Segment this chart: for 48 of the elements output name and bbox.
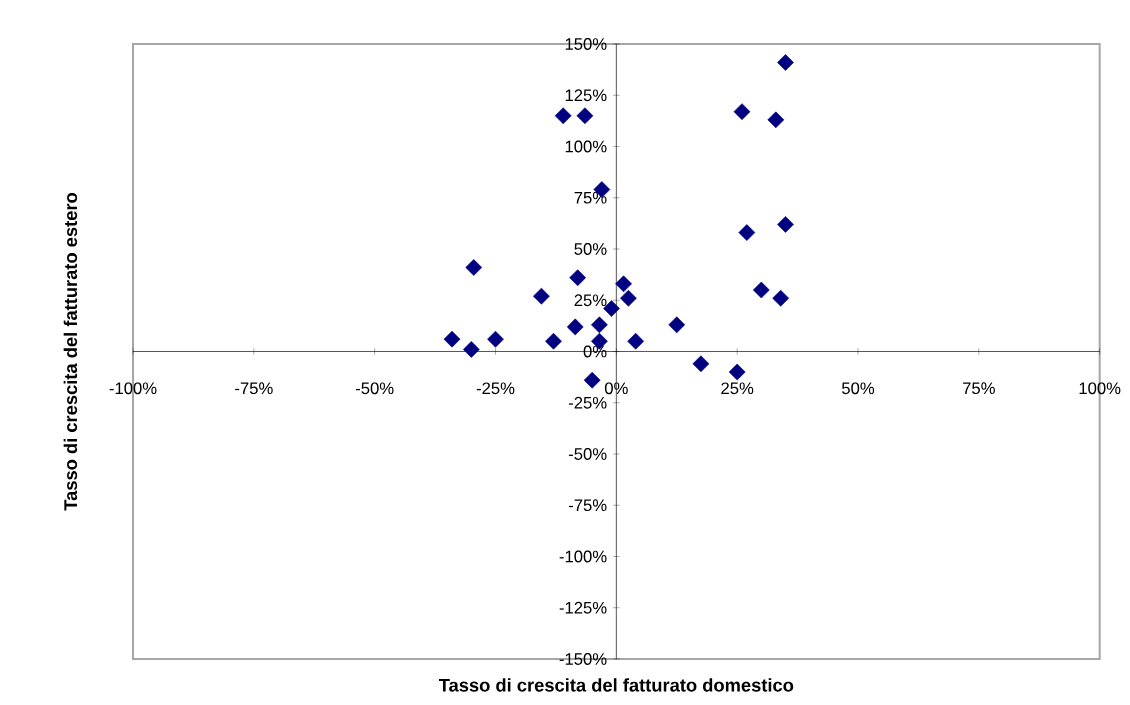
- y-tick-label: -50%: [568, 448, 607, 460]
- point: [545, 332, 562, 350]
- x-tick-label: 75%: [963, 382, 995, 395]
- y-tick-label: -25%: [568, 396, 607, 409]
- x-tick-label: -75%: [235, 382, 273, 395]
- x-tick-label: 100%: [1079, 382, 1121, 395]
- y-tick-label: -150%: [559, 653, 607, 665]
- point: [728, 363, 746, 381]
- x-tick-label: 0%: [604, 382, 628, 395]
- point: [772, 289, 790, 307]
- point: [533, 287, 550, 305]
- y-tick-label: 50%: [574, 243, 607, 255]
- point: [752, 281, 770, 299]
- point: [738, 224, 756, 241]
- y-tick-label: 125%: [565, 89, 607, 102]
- point: [692, 355, 710, 373]
- point: [777, 216, 794, 233]
- point: [777, 54, 794, 71]
- point: [569, 269, 587, 287]
- point: [465, 259, 483, 276]
- point: [767, 111, 785, 129]
- point: [487, 330, 504, 348]
- y-tick-label: -75%: [568, 499, 607, 512]
- point: [583, 371, 601, 389]
- x-tick-label: -50%: [355, 382, 394, 395]
- y-tick-label: -100%: [559, 550, 607, 563]
- y-tick-label: 25%: [574, 294, 607, 307]
- y-tick-label: -125%: [559, 601, 607, 614]
- x-tick-label: -25%: [476, 382, 515, 395]
- x-axis-title: Tasso di crescita del fatturato domestico: [438, 678, 794, 692]
- x-tick-label: 50%: [842, 382, 875, 395]
- point: [443, 330, 461, 348]
- x-tick-label: 25%: [721, 382, 754, 395]
- point: [462, 341, 480, 358]
- point: [566, 318, 584, 336]
- x-tick-label: -100%: [109, 382, 157, 395]
- point: [576, 107, 594, 125]
- point: [668, 316, 686, 334]
- point: [615, 275, 632, 293]
- point: [627, 332, 645, 350]
- y-tick-label: 75%: [574, 191, 607, 204]
- point: [620, 289, 637, 307]
- point: [591, 316, 608, 334]
- point: [733, 103, 751, 120]
- y-tick-label: 150%: [565, 38, 607, 50]
- y-tick-label: 100%: [565, 140, 607, 153]
- point: [554, 107, 572, 125]
- y-axis-title: Tasso di crescita del fatturato estero: [63, 192, 78, 511]
